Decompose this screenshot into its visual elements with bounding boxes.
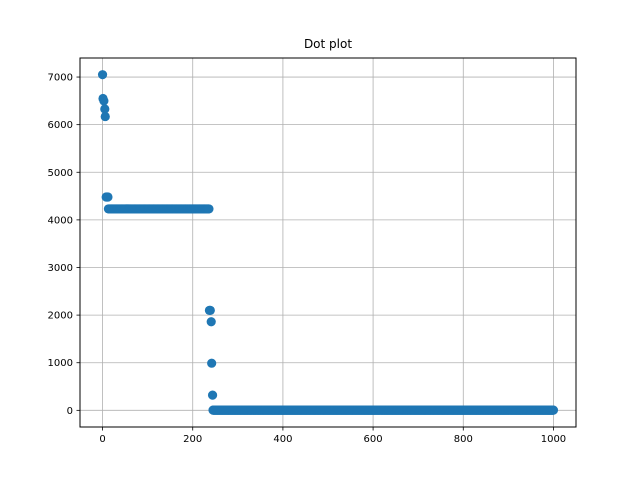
y-tick-label: 7000 — [48, 73, 73, 84]
data-point — [100, 111, 110, 122]
data-point — [548, 405, 559, 415]
plot-frame — [79, 57, 577, 428]
x-tick-label: 200 — [183, 434, 202, 445]
x-tick-label: 1000 — [541, 434, 566, 445]
data-point — [103, 192, 113, 202]
y-tick-label: 3000 — [48, 263, 73, 274]
grid-lines — [80, 58, 576, 427]
x-axis-ticks: 0 200 400 600 800 1000 — [99, 427, 566, 445]
x-tick-label: 0 — [99, 434, 105, 445]
data-point — [204, 204, 214, 214]
y-tick-label: 1000 — [48, 358, 73, 369]
y-axis-ticks: 0 1000 2000 3000 4000 5000 6000 7000 — [48, 73, 80, 417]
chart-title: Dot plot — [304, 37, 352, 51]
x-tick-label: 600 — [364, 434, 383, 445]
y-tick-label: 5000 — [48, 168, 73, 179]
y-tick-label: 2000 — [48, 311, 73, 322]
y-tick-label: 4000 — [48, 215, 73, 226]
data-point — [100, 104, 110, 114]
data-point — [99, 96, 109, 106]
data-point — [207, 358, 217, 368]
data-point — [207, 390, 218, 400]
data-point — [97, 70, 108, 80]
y-tick-label: 0 — [67, 406, 73, 417]
data-point — [206, 317, 216, 327]
data-point — [205, 305, 215, 315]
y-tick-label: 6000 — [48, 120, 73, 131]
x-tick-label: 400 — [273, 434, 292, 445]
data-points — [97, 70, 559, 415]
x-tick-label: 800 — [454, 434, 473, 445]
